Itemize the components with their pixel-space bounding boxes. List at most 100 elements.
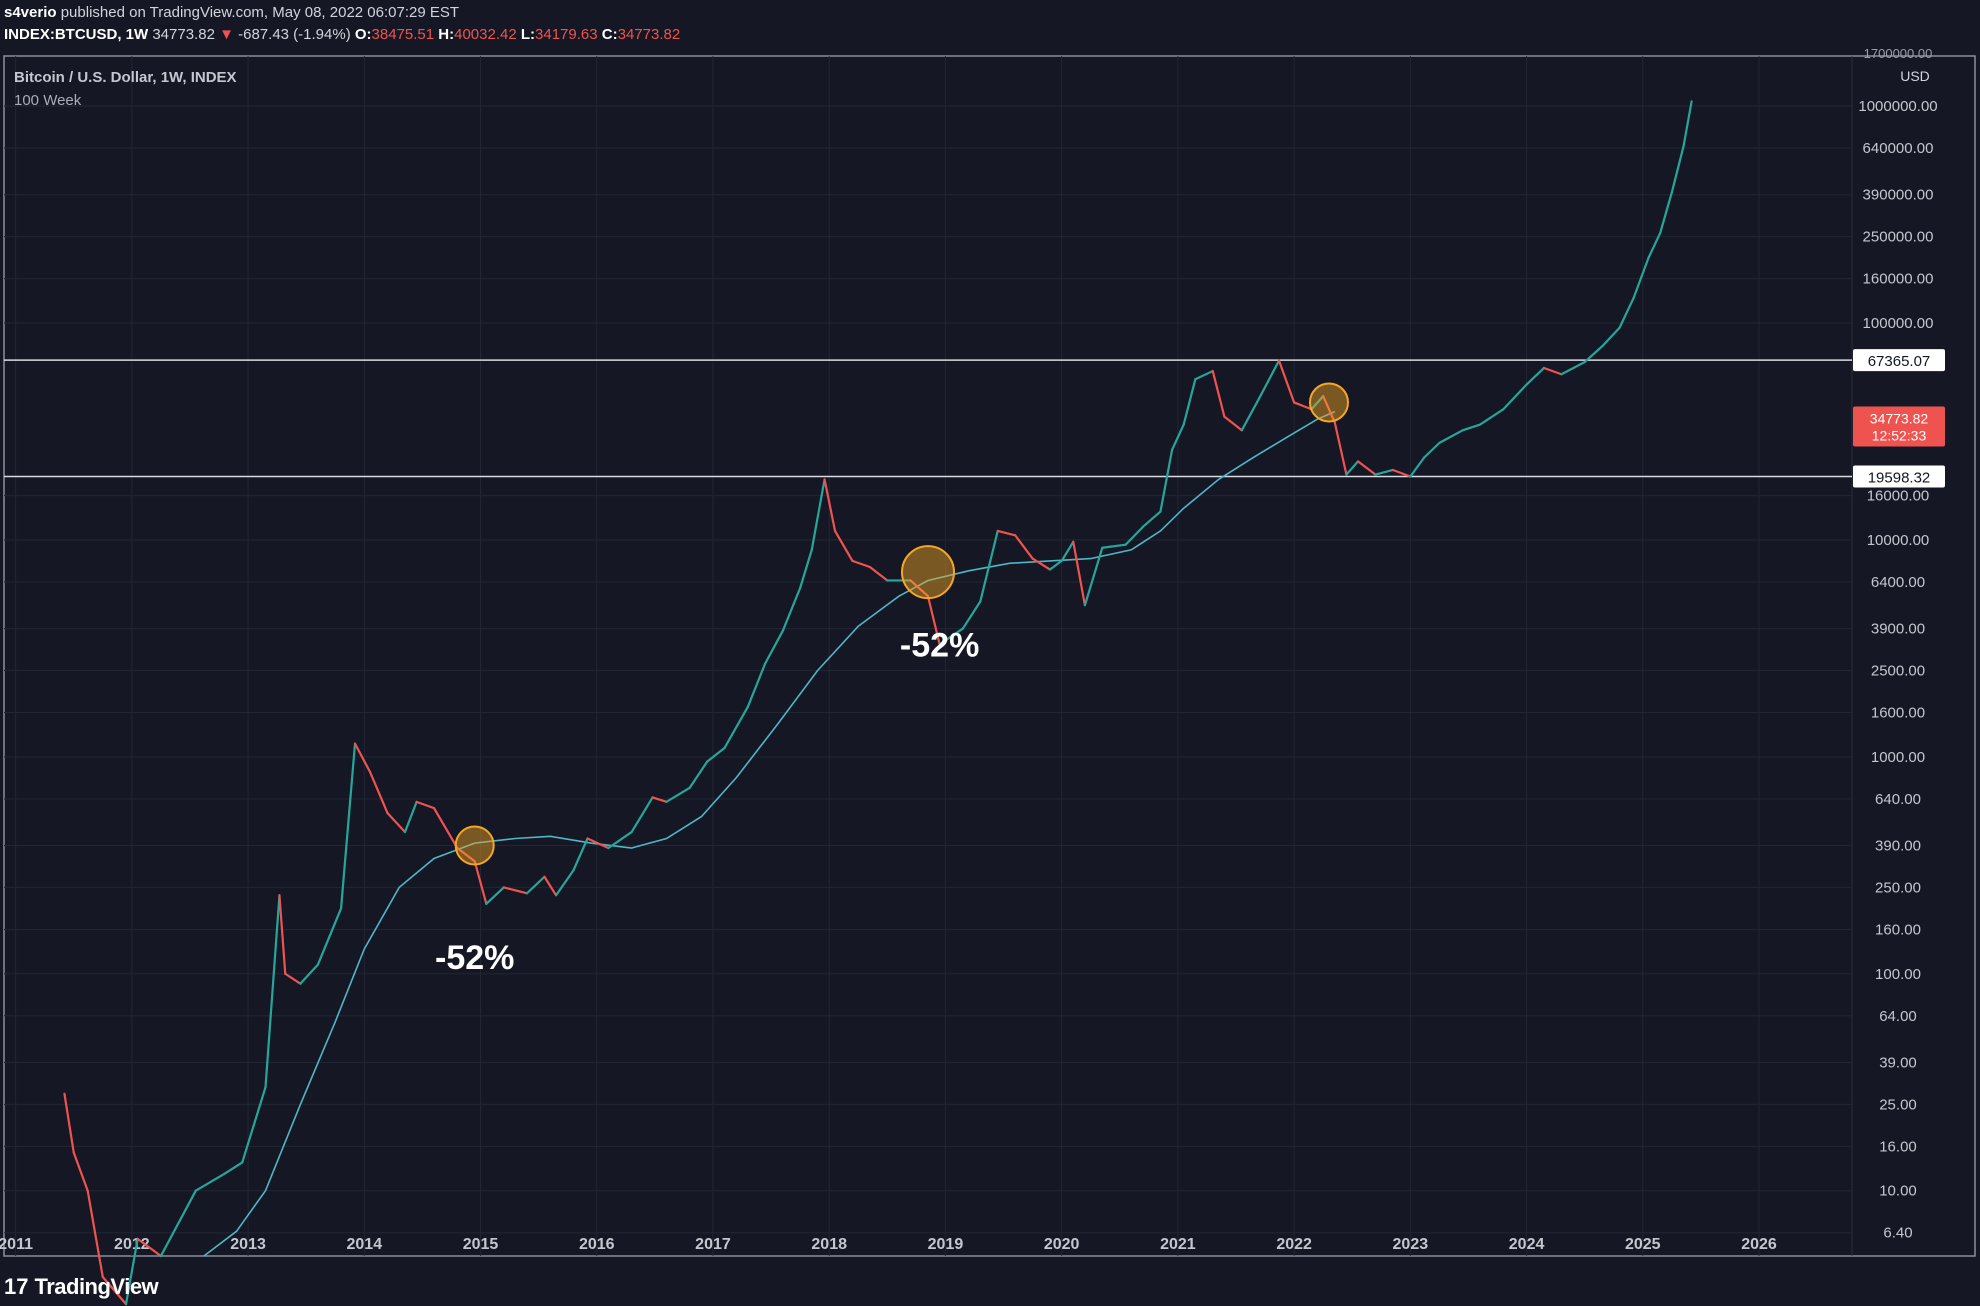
price-segment bbox=[72, 1151, 89, 1192]
price-segment bbox=[1072, 540, 1087, 607]
price-segment bbox=[1322, 394, 1336, 424]
y-tick-label: 100000.00 bbox=[1863, 315, 1934, 332]
price-segment bbox=[1159, 448, 1174, 513]
price-segment bbox=[1502, 383, 1528, 411]
price-segment bbox=[1014, 534, 1034, 560]
x-tick-label: 2014 bbox=[347, 1236, 383, 1253]
symbol-label[interactable]: INDEX:BTCUSD, 1W bbox=[4, 26, 149, 43]
price-segment bbox=[1141, 510, 1162, 528]
y-tick-label: 6400.00 bbox=[1871, 574, 1925, 591]
y-tick-label: 1000.00 bbox=[1871, 749, 1925, 766]
y-tick-label: 1600.00 bbox=[1871, 705, 1925, 722]
highlight-circle bbox=[1308, 382, 1349, 423]
price-segment bbox=[299, 963, 319, 985]
y-tick-label: 390000.00 bbox=[1863, 187, 1934, 204]
price-segment bbox=[1170, 423, 1185, 451]
last-price-label: 34773.82 bbox=[1870, 410, 1929, 426]
y-tick-label: 64.00 bbox=[1879, 1008, 1917, 1025]
price-segment bbox=[1409, 456, 1426, 478]
price-segment bbox=[1048, 559, 1063, 571]
price-segment bbox=[1632, 256, 1650, 300]
y-tick-label: 390.00 bbox=[1875, 838, 1921, 855]
price-segment bbox=[665, 786, 691, 803]
price-segment bbox=[1560, 360, 1586, 376]
price-segment bbox=[1083, 546, 1104, 607]
price-segment bbox=[339, 742, 357, 910]
price-segment bbox=[1293, 401, 1313, 411]
plot-frame bbox=[3, 55, 1976, 1257]
y-tick-label: 10.00 bbox=[1879, 1183, 1917, 1200]
price-segment bbox=[607, 830, 633, 850]
high-value: 40032.42 bbox=[454, 26, 517, 43]
level-badge-label: 67365.07 bbox=[1868, 353, 1931, 370]
price-segment bbox=[1438, 429, 1464, 444]
y-tick-label: 6.40 bbox=[1883, 1225, 1912, 1242]
y-tick-label: 3900.00 bbox=[1871, 621, 1925, 638]
tradingview-logo[interactable]: 17 TradingView bbox=[4, 1272, 159, 1302]
y-tick-label: 250.00 bbox=[1875, 879, 1921, 896]
price-segment bbox=[979, 529, 999, 603]
price-segment bbox=[1101, 543, 1127, 549]
ma-100-week-line bbox=[203, 410, 1336, 1257]
price-segment bbox=[403, 800, 418, 834]
level-badge-label: 19598.32 bbox=[1868, 469, 1931, 486]
y-tick-label: 100.00 bbox=[1875, 966, 1921, 983]
x-tick-label: 2018 bbox=[811, 1236, 847, 1253]
price-segment bbox=[543, 875, 558, 897]
publisher-line: s4verio published on TradingView.com, Ma… bbox=[4, 4, 459, 21]
y-tick-label: 640.00 bbox=[1875, 791, 1921, 808]
publisher-name[interactable]: s4verio bbox=[4, 4, 57, 21]
price-segment bbox=[781, 586, 802, 633]
down-arrow-icon: ▼ bbox=[219, 26, 234, 43]
price-segment bbox=[938, 627, 964, 646]
price-segment bbox=[1124, 525, 1145, 546]
y-tick-label-partial: 1700000.00 bbox=[1864, 46, 1933, 61]
chart-subtitle: 100 Week bbox=[14, 92, 82, 109]
price-segment bbox=[723, 705, 749, 749]
price-segment bbox=[1682, 100, 1693, 148]
y-tick-label: 25.00 bbox=[1879, 1096, 1917, 1113]
price-change: -687.43 (-1.94%) bbox=[238, 26, 351, 43]
price-segment bbox=[799, 548, 813, 590]
price-segment bbox=[1310, 394, 1325, 411]
price-segment bbox=[1258, 359, 1281, 400]
price-segment bbox=[194, 1172, 226, 1192]
price-segment bbox=[63, 1092, 75, 1154]
x-tick-label: 2019 bbox=[928, 1236, 964, 1253]
price-segment bbox=[651, 796, 668, 803]
price-segment bbox=[1478, 408, 1505, 426]
price-segment bbox=[284, 972, 302, 985]
price-segment bbox=[1583, 345, 1604, 364]
price-segment bbox=[136, 1237, 163, 1258]
y-tick-label: 1000000.00 bbox=[1858, 98, 1937, 115]
price-segment bbox=[764, 629, 784, 665]
price-segment bbox=[124, 1237, 139, 1306]
low-label: L: bbox=[520, 26, 536, 43]
price-segment bbox=[1391, 468, 1412, 478]
y-tick-label: 160.00 bbox=[1875, 921, 1921, 938]
y-tick-label: 640000.00 bbox=[1863, 140, 1934, 157]
price-segment bbox=[159, 1189, 197, 1258]
price-segment bbox=[1356, 460, 1377, 476]
y-tick-label: 16000.00 bbox=[1867, 488, 1930, 505]
price-segment bbox=[1659, 191, 1673, 235]
price-segment bbox=[630, 796, 654, 834]
price-segment bbox=[525, 875, 546, 895]
price-segment bbox=[415, 800, 436, 810]
price-segment bbox=[369, 771, 389, 815]
drawdown-annotation: -52% bbox=[435, 939, 514, 977]
chart-title: Bitcoin / U.S. Dollar, 1W, INDEX bbox=[14, 69, 237, 86]
y-tick-label: 2500.00 bbox=[1871, 662, 1925, 679]
price-segment bbox=[706, 746, 726, 763]
close-label: C: bbox=[601, 26, 618, 43]
price-segment bbox=[1423, 441, 1441, 459]
price-segment bbox=[996, 529, 1017, 537]
x-tick-label: 2026 bbox=[1741, 1236, 1777, 1253]
price-segment bbox=[1333, 421, 1348, 476]
price-segment bbox=[1647, 231, 1662, 259]
price-segment bbox=[485, 886, 505, 905]
x-tick-label: 2024 bbox=[1509, 1236, 1545, 1253]
price-segment bbox=[264, 894, 281, 1089]
price-segment bbox=[386, 812, 407, 834]
